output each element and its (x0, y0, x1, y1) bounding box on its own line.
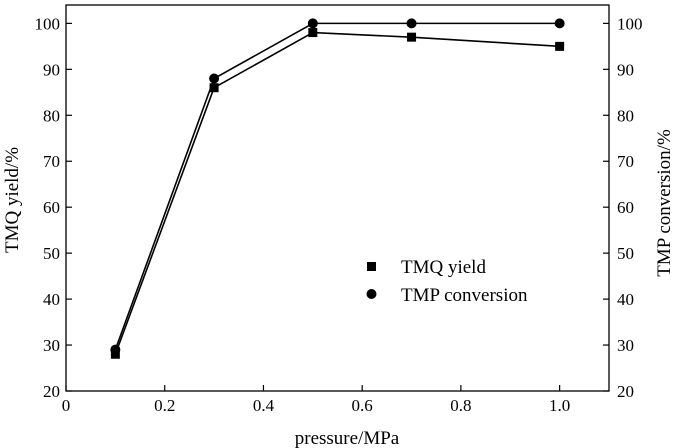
legend-circle-marker (366, 289, 377, 299)
x-axis-ticks: 0 0.2 0.4 0.6 0.8 1.0 (62, 385, 570, 415)
left-y-tick-label: 70 (43, 152, 60, 171)
left-y-tick-label: 40 (43, 290, 60, 309)
left-y-tick-label: 20 (43, 382, 60, 401)
right-y-tick-label: 80 (617, 106, 634, 125)
x-tick-label: 0 (62, 396, 71, 415)
x-axis-label: pressure/MPa (295, 428, 400, 448)
right-y-tick-label: 20 (617, 382, 634, 401)
data-point-tmp-conversion (406, 18, 417, 29)
legend: TMQ yield TMP conversion (366, 257, 528, 306)
left-y-tick-label: 30 (43, 336, 60, 355)
x-tick-label: 0.2 (154, 396, 175, 415)
data-point-tmq-yield (407, 32, 417, 42)
right-y-axis-ticks: 20 30 40 50 60 70 80 90 100 (603, 14, 643, 401)
legend-label-tmq-yield: TMQ yield (401, 257, 486, 278)
left-y-axis-ticks: 20 30 40 50 60 70 80 90 100 (35, 14, 72, 401)
right-y-axis-label: TMP conversion/% (654, 129, 675, 277)
legend-square-marker (367, 262, 376, 271)
data-point-tmp-conversion (554, 18, 565, 29)
data-point-tmp-conversion (110, 344, 121, 355)
right-y-tick-label: 70 (617, 152, 634, 171)
right-y-tick-label: 30 (617, 336, 634, 355)
right-y-tick-label: 50 (617, 244, 634, 263)
data-point-tmp-conversion (307, 18, 318, 29)
right-y-tick-label: 100 (617, 14, 643, 33)
right-y-tick-label: 40 (617, 290, 634, 309)
x-tick-label: 0.4 (253, 396, 275, 415)
data-point-tmq-yield (555, 41, 565, 51)
left-y-axis-label: TMQ yield/% (2, 147, 23, 253)
data-point-tmq-yield (209, 83, 219, 93)
data-point-tmq-yield (308, 28, 318, 38)
left-y-tick-label: 90 (43, 60, 60, 79)
plot-frame (65, 4, 610, 392)
right-y-tick-label: 60 (617, 198, 634, 217)
x-tick-label: 0.6 (352, 396, 373, 415)
left-y-tick-label: 100 (35, 14, 61, 33)
legend-label-tmp-conversion: TMP conversion (401, 285, 528, 306)
left-y-tick-label: 60 (43, 198, 60, 217)
data-point-tmp-conversion (209, 73, 220, 84)
x-tick-label: 0.8 (450, 396, 471, 415)
left-y-tick-label: 50 (43, 244, 60, 263)
left-y-tick-label: 80 (43, 106, 60, 125)
right-y-tick-label: 90 (617, 60, 634, 79)
x-tick-label: 1.0 (549, 396, 570, 415)
series-markers (110, 18, 565, 359)
